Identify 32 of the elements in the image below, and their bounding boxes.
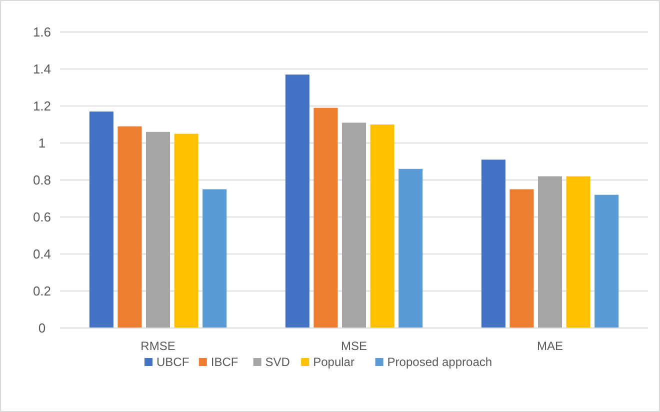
x-tick-label: RMSE bbox=[140, 339, 176, 353]
x-tick-label: MSE bbox=[340, 339, 368, 353]
bar bbox=[285, 74, 310, 328]
bar bbox=[118, 126, 142, 328]
bar bbox=[174, 134, 198, 328]
bar bbox=[398, 168, 423, 328]
bar bbox=[566, 176, 590, 328]
bar bbox=[370, 124, 394, 328]
legend-label: SVD bbox=[265, 355, 290, 370]
y-tick-label: 1 bbox=[38, 136, 46, 151]
bar bbox=[146, 132, 170, 328]
y-tick-label: 0.8 bbox=[32, 172, 52, 188]
bar bbox=[202, 189, 227, 328]
x-tick-label: MAE bbox=[536, 339, 564, 353]
y-tick-label: 0 bbox=[38, 320, 46, 336]
y-tick-label: 0.6 bbox=[32, 210, 52, 225]
legend-label: Proposed approach bbox=[387, 355, 492, 370]
y-tick-label: 1.2 bbox=[32, 98, 52, 114]
y-tick-label: 0.2 bbox=[32, 284, 52, 299]
bar bbox=[481, 160, 506, 328]
legend-label: UBCF bbox=[156, 355, 190, 370]
bar bbox=[594, 194, 619, 328]
bar bbox=[314, 108, 338, 328]
y-tick-label: 1.4 bbox=[32, 62, 52, 77]
bar bbox=[510, 189, 534, 328]
bar bbox=[89, 112, 114, 328]
bar bbox=[342, 122, 366, 328]
legend-label: Popular bbox=[313, 355, 354, 370]
bar bbox=[538, 176, 562, 328]
legend-label: IBCF bbox=[210, 355, 238, 370]
y-tick-label: 1.6 bbox=[32, 24, 52, 40]
y-tick-label: 0.4 bbox=[32, 246, 52, 262]
